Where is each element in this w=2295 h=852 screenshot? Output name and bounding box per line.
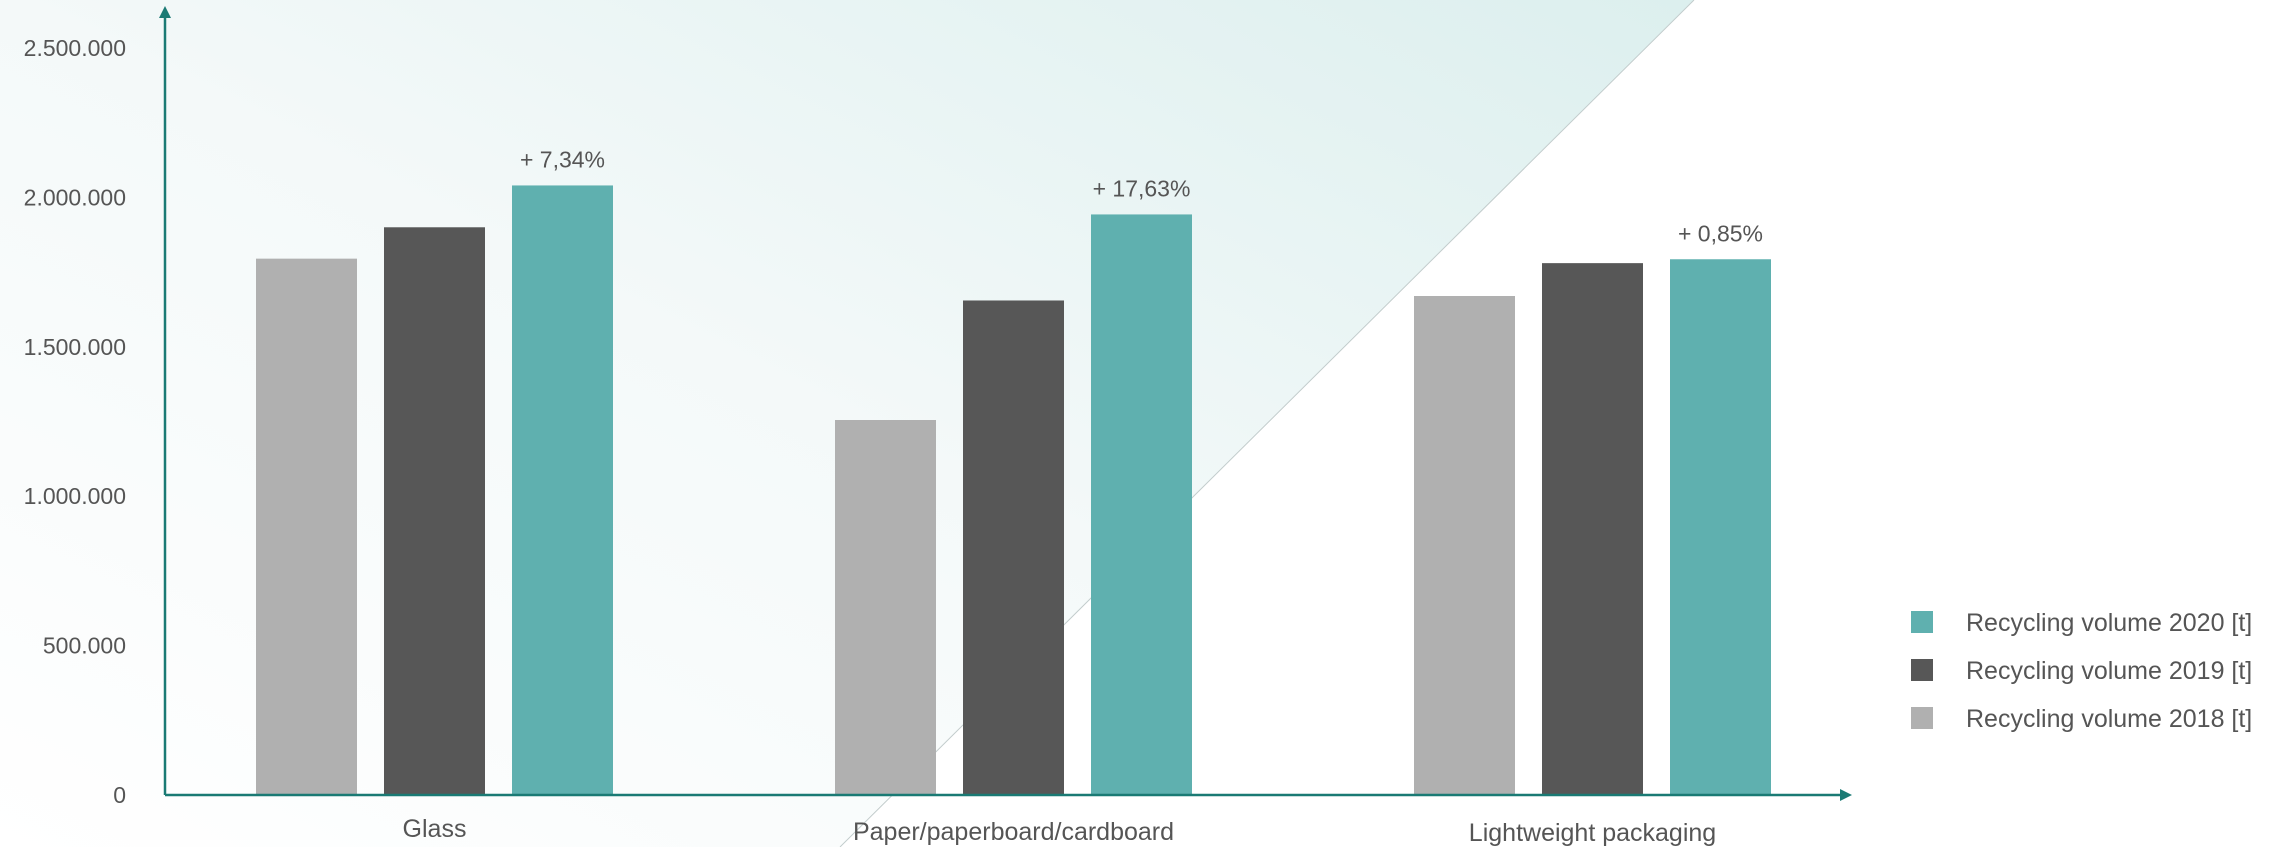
bars-layer [256, 185, 1771, 796]
bar-2020-1 [1091, 214, 1192, 796]
axes [159, 6, 1852, 801]
y-tick-label: 1.500.000 [24, 334, 126, 360]
bar-2020-0 [512, 185, 613, 795]
y-tick-label: 2.500.000 [24, 35, 126, 61]
legend-label: Recycling volume 2020 [t] [1966, 609, 2252, 637]
y-tick-label: 1.000.000 [24, 483, 126, 509]
legend-swatch [1911, 707, 1933, 729]
y-tick-label: 500.000 [43, 633, 126, 659]
growth-annotation: + 7,34% [520, 146, 605, 172]
bar-2019-1 [963, 300, 1064, 795]
x-category-label: Glass [403, 815, 467, 843]
legend-label: Recycling volume 2019 [t] [1966, 657, 2252, 685]
x-category-label: Paper/paperboard/cardboard [853, 818, 1174, 846]
legend: Recycling volume 2020 [t] Recycling volum… [1911, 609, 2252, 733]
bar-2018-2 [1414, 296, 1515, 795]
y-tick-label: 0 [113, 782, 126, 808]
growth-annotation: + 17,63% [1093, 175, 1191, 201]
bar-2018-1 [835, 420, 936, 795]
bar-2020-2 [1670, 259, 1771, 795]
bar-2019-0 [384, 227, 485, 795]
y-tick-labels: 0 500.000 1.000.000 1.500.000 2.000.000 2.500… [24, 35, 126, 808]
bar-2018-0 [256, 258, 357, 795]
x-category-label: Lightweight packaging [1469, 819, 1716, 847]
y-tick-label: 2.000.000 [24, 184, 126, 210]
bar-2019-2 [1542, 263, 1643, 795]
x-axis-arrow [1840, 789, 1852, 801]
x-category-labels: Glass Paper/paperboard/cardboard Lightweig… [403, 815, 1717, 847]
legend-swatch [1911, 659, 1933, 681]
y-axis-arrow [159, 6, 171, 18]
legend-label: Recycling volume 2018 [t] [1966, 705, 2252, 733]
legend-swatch [1911, 611, 1933, 633]
bar-annotations: + 7,34% + 17,63% + 0,85% [520, 146, 1763, 246]
growth-annotation: + 0,85% [1678, 220, 1763, 246]
